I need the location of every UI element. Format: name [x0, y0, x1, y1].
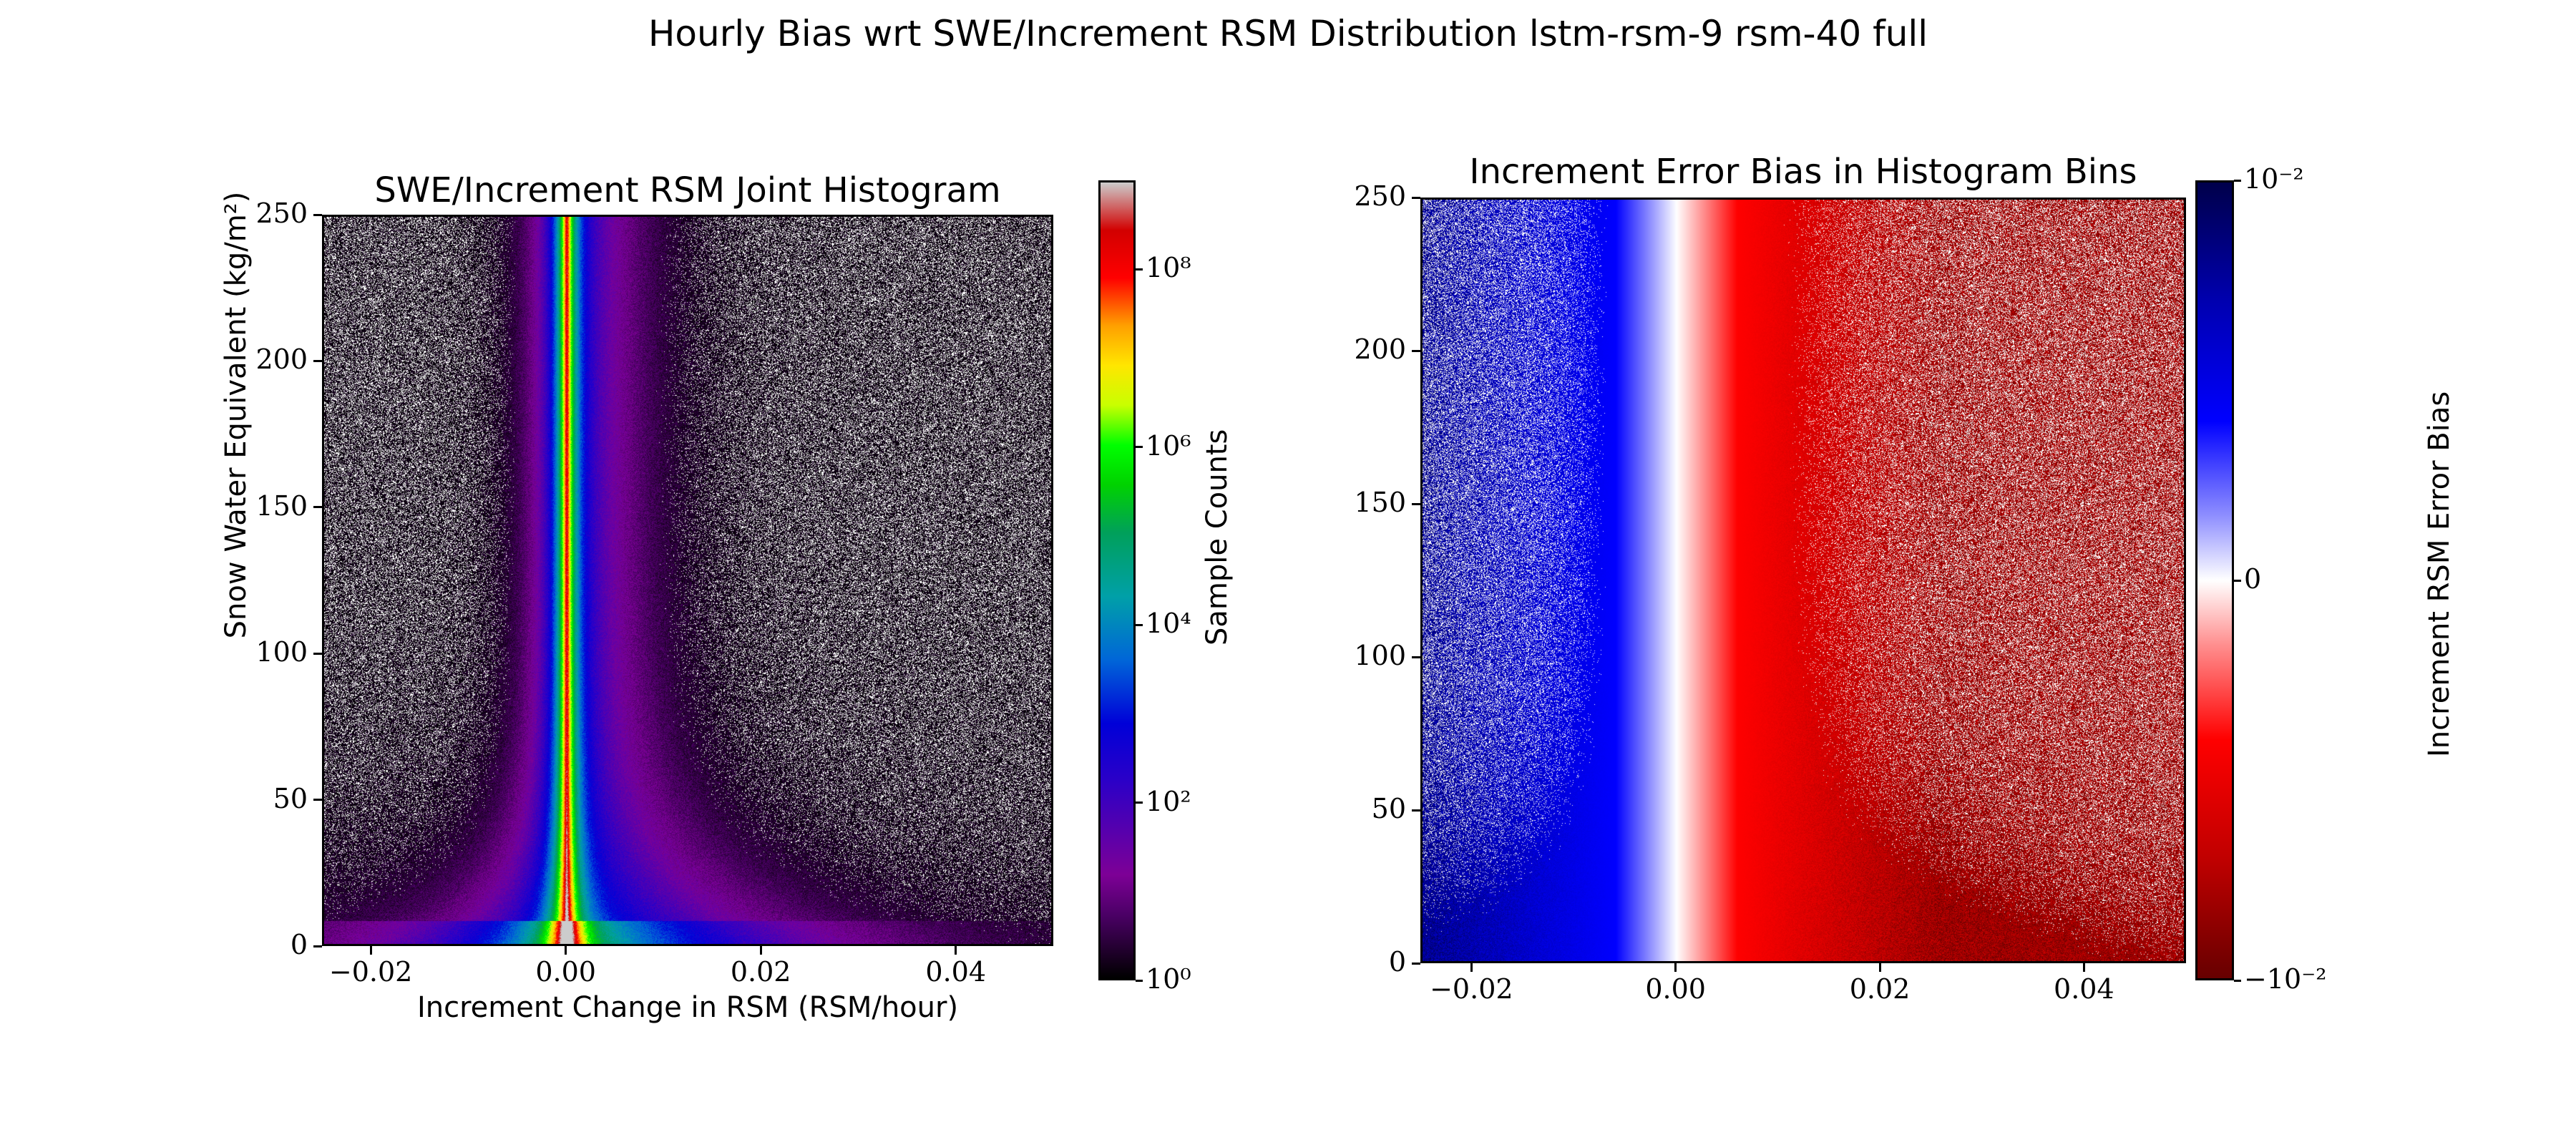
- panel2-plot-area: [1420, 198, 2186, 963]
- y-tick-label: 0: [1388, 946, 1406, 978]
- colorbar-tick-label: 10⁸: [1146, 252, 1191, 284]
- panel1-title: SWE/Increment RSM Joint Histogram: [374, 170, 1001, 210]
- x-tick-mark: [1878, 963, 1881, 972]
- x-tick-label: −0.02: [1430, 973, 1513, 1005]
- colorbar-tick-label: 10⁻²: [2244, 163, 2304, 195]
- x-tick-mark: [1470, 963, 1473, 972]
- colorbar-tick-mark: [1136, 446, 1143, 449]
- x-tick-label: 0.02: [730, 956, 791, 988]
- y-tick-mark: [313, 652, 322, 655]
- panel1-ylabel: Snow Water Equivalent (kg/m²): [220, 191, 253, 639]
- y-tick-mark: [313, 213, 322, 216]
- panel1-plot-area: [322, 215, 1053, 946]
- y-tick-label: 200: [1354, 333, 1406, 365]
- colorbar-tick-mark: [1136, 268, 1143, 271]
- y-tick-mark: [1412, 809, 1420, 812]
- y-tick-label: 50: [273, 782, 308, 814]
- colorbar-tick-label: 10⁰: [1146, 963, 1191, 995]
- y-tick-mark: [1412, 196, 1420, 199]
- figure-title: Hourly Bias wrt SWE/Increment RSM Distri…: [648, 13, 1928, 54]
- x-tick-label: 0.00: [535, 956, 596, 988]
- x-tick-label: 0.02: [1849, 973, 1911, 1005]
- panel2-colorbar-label: Increment RSM Error Bias: [2423, 391, 2456, 757]
- panel1-heatmap: [324, 217, 1051, 944]
- y-tick-label: 150: [255, 489, 308, 522]
- x-tick-mark: [955, 946, 957, 955]
- panel1-colorbar: [1098, 180, 1136, 980]
- panel2-colorbar: [2195, 180, 2234, 980]
- y-tick-label: 200: [255, 344, 308, 376]
- x-tick-label: 0.04: [2054, 973, 2114, 1005]
- colorbar-tick-mark: [2234, 179, 2241, 182]
- colorbar-tick-mark: [1136, 623, 1143, 626]
- colorbar-tick-label: 0: [2244, 563, 2262, 595]
- panel2-title: Increment Error Bias in Histogram Bins: [1469, 152, 2137, 192]
- x-tick-mark: [2082, 963, 2085, 972]
- y-tick-label: 250: [1354, 180, 1406, 212]
- colorbar-tick-label: 10²: [1146, 785, 1191, 817]
- y-tick-label: 50: [1371, 793, 1406, 824]
- y-tick-mark: [313, 945, 322, 947]
- panel1-xlabel: Increment Change in RSM (RSM/hour): [416, 991, 959, 1024]
- y-tick-label: 150: [1354, 487, 1406, 518]
- x-tick-label: 0.04: [925, 956, 987, 988]
- colorbar-tick-mark: [2234, 579, 2241, 582]
- x-tick-mark: [369, 946, 372, 955]
- colorbar-tick-label: 10⁶: [1146, 429, 1191, 462]
- y-tick-mark: [1412, 349, 1420, 352]
- colorbar-tick-mark: [1136, 979, 1143, 982]
- y-tick-label: 0: [290, 929, 308, 960]
- colorbar-tick-mark: [2234, 979, 2241, 982]
- y-tick-mark: [1412, 502, 1420, 505]
- y-tick-label: 100: [255, 636, 308, 668]
- y-tick-label: 100: [1354, 640, 1406, 671]
- colorbar-tick-label: 10⁴: [1146, 608, 1191, 640]
- y-tick-mark: [1412, 656, 1420, 658]
- colorbar-tick-label: −10⁻²: [2244, 963, 2327, 995]
- x-tick-mark: [1674, 963, 1677, 972]
- y-tick-mark: [313, 506, 322, 509]
- panel2-heatmap: [1423, 200, 2184, 961]
- panel1-colorbar-label: Sample Counts: [1201, 429, 1234, 645]
- colorbar-tick-mark: [1136, 802, 1143, 804]
- x-tick-label: 0.00: [1645, 973, 1706, 1005]
- x-tick-mark: [565, 946, 567, 955]
- y-tick-mark: [1412, 962, 1420, 965]
- y-tick-label: 250: [255, 198, 308, 229]
- x-tick-label: −0.02: [328, 956, 413, 988]
- y-tick-mark: [313, 799, 322, 802]
- x-tick-mark: [759, 946, 762, 955]
- y-tick-mark: [313, 359, 322, 362]
